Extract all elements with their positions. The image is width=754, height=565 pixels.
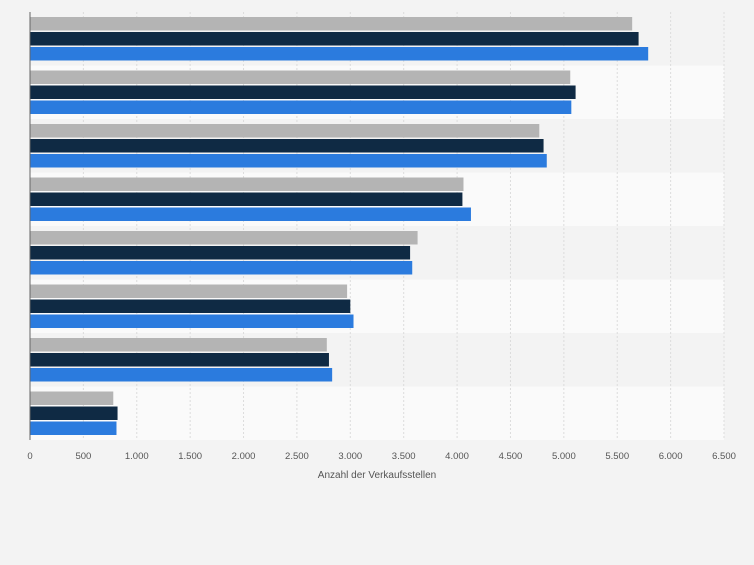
bar[interactable] — [30, 139, 544, 153]
x-tick-label: 1.500 — [178, 451, 202, 462]
x-axis-label: Anzahl der Verkaufsstellen — [318, 470, 436, 481]
x-tick-label: 4.000 — [445, 451, 469, 462]
row-band — [30, 386, 724, 440]
bar[interactable] — [30, 177, 464, 192]
bar[interactable] — [30, 124, 540, 138]
bar[interactable] — [30, 231, 418, 245]
bar[interactable] — [30, 85, 576, 100]
bar[interactable] — [30, 284, 348, 299]
bar[interactable] — [30, 391, 114, 406]
x-tick-label: 6.000 — [659, 451, 683, 462]
bar[interactable] — [30, 17, 633, 31]
x-tick-label: 1.000 — [125, 451, 149, 462]
bar[interactable] — [30, 70, 571, 85]
x-tick-label: 500 — [75, 451, 91, 462]
x-tick-label: 2.500 — [285, 451, 309, 462]
bar[interactable] — [30, 261, 413, 275]
bar[interactable] — [30, 154, 547, 168]
bar[interactable] — [30, 207, 471, 222]
x-tick-labels: 0 500 1.000 1.500 2.000 2.500 3.000 3.500 4.000 4… — [27, 451, 736, 462]
bars — [30, 17, 649, 436]
bar[interactable] — [30, 246, 411, 260]
x-tick-label: 6.500 — [712, 451, 736, 462]
bar[interactable] — [30, 406, 118, 421]
bar[interactable] — [30, 368, 333, 382]
bar[interactable] — [30, 299, 351, 314]
x-tick-label: 5.500 — [605, 451, 629, 462]
x-tick-label: 2.000 — [232, 451, 256, 462]
bar[interactable] — [30, 338, 327, 352]
bar[interactable] — [30, 353, 329, 367]
x-tick-label: 5.000 — [552, 451, 576, 462]
bar[interactable] — [30, 47, 649, 61]
bar[interactable] — [30, 100, 572, 115]
bar[interactable] — [30, 314, 354, 329]
x-tick-label: 4.500 — [499, 451, 523, 462]
x-tick-label: 0 — [27, 451, 32, 462]
bar[interactable] — [30, 192, 463, 207]
x-tick-label: 3.500 — [392, 451, 416, 462]
bar[interactable] — [30, 421, 117, 436]
bar[interactable] — [30, 32, 639, 46]
x-tick-label: 3.000 — [338, 451, 362, 462]
